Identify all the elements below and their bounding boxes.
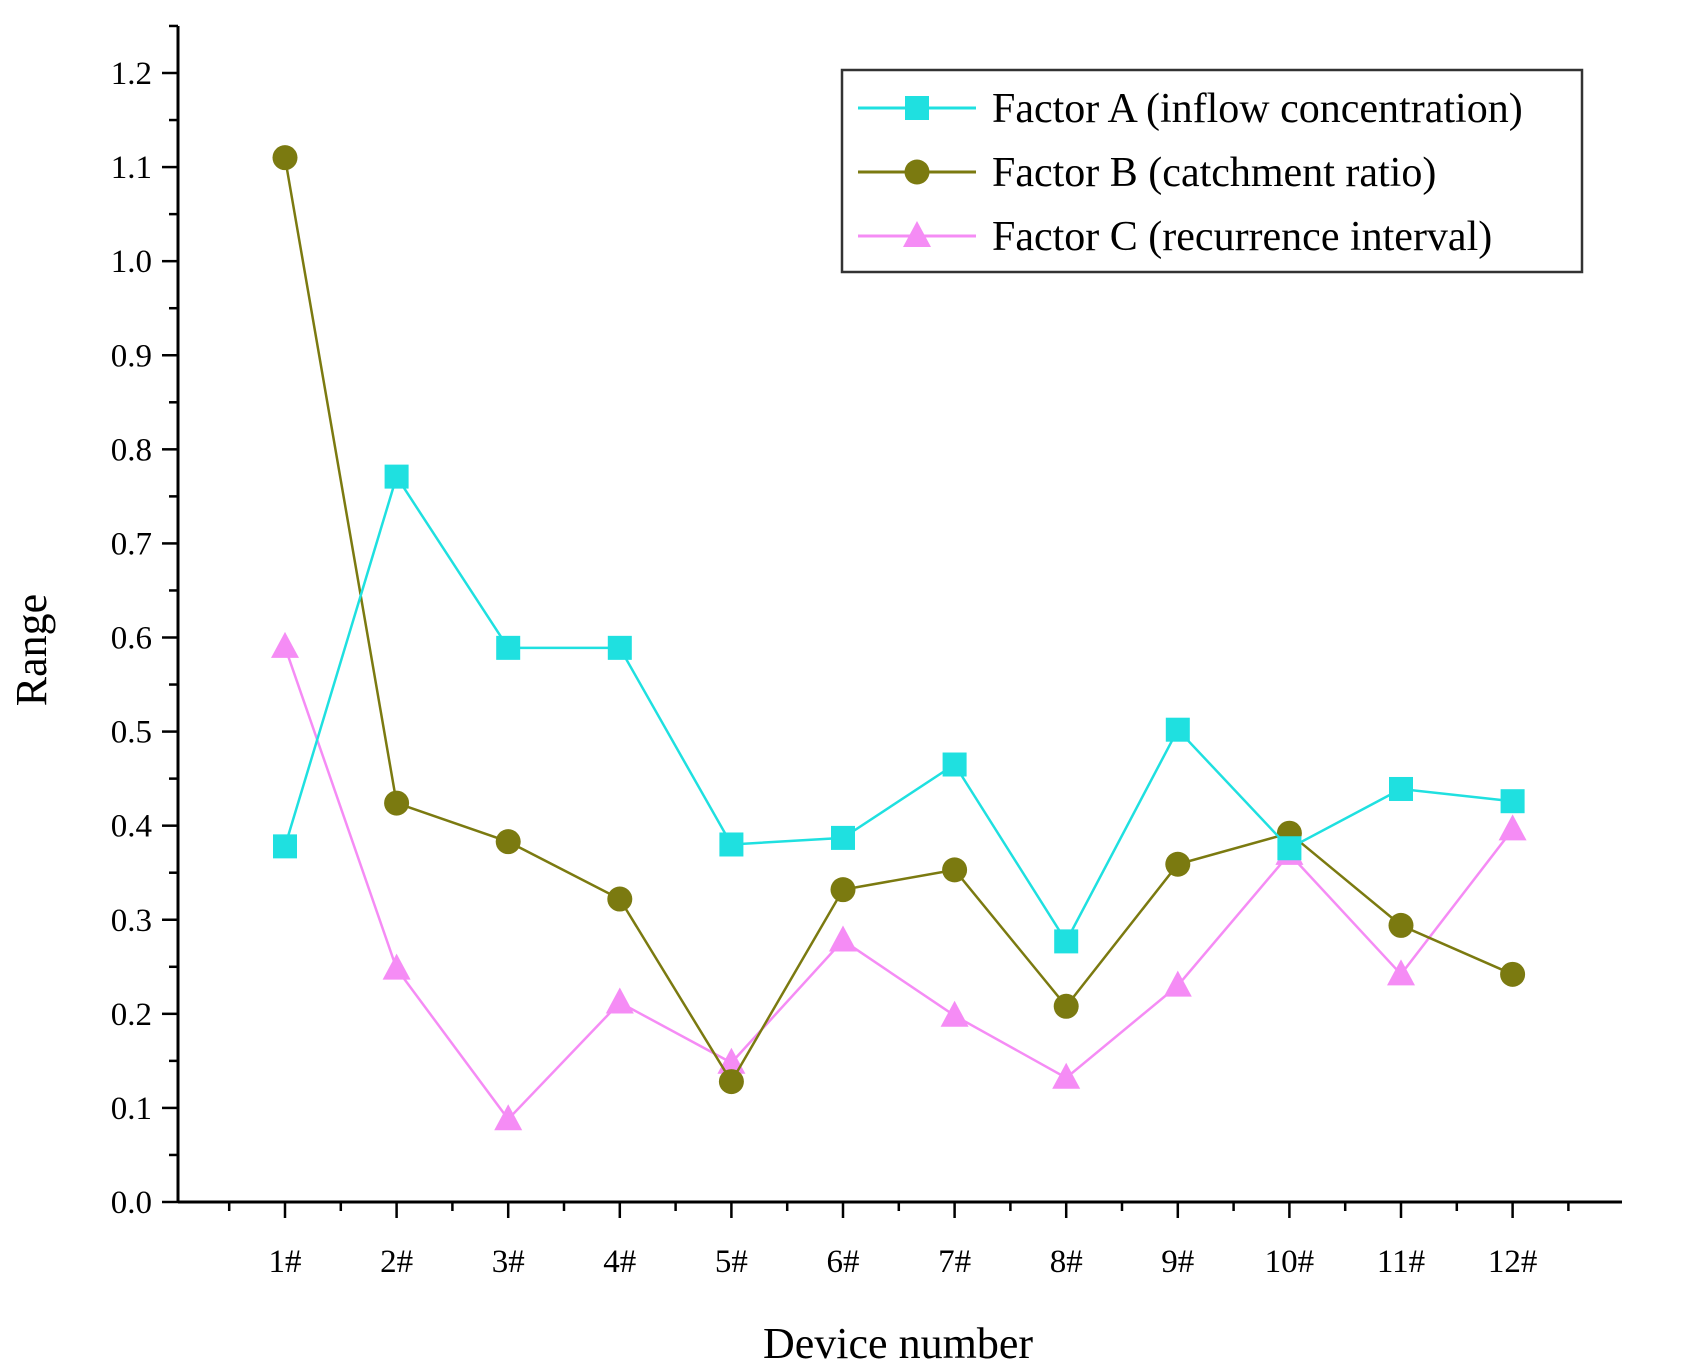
series-1-point — [942, 752, 967, 777]
series-2-point — [607, 886, 633, 912]
series-3-line — [283, 646, 1514, 1122]
series-2-point — [1053, 993, 1079, 1019]
series-3-point — [1498, 814, 1527, 841]
legend: Factor A (inflow concentration) Factor B … — [840, 68, 1584, 274]
series-1-point — [496, 635, 521, 660]
x-tick-label: 7# — [938, 1244, 971, 1280]
x-tick-label: 4# — [603, 1244, 636, 1280]
y-tick-label: 0.2 — [111, 997, 152, 1033]
legend-marker — [904, 159, 930, 185]
y-tick-label: 1.0 — [111, 244, 152, 280]
series-1-point — [719, 832, 744, 857]
series-1-point — [273, 834, 297, 859]
series-2-point — [272, 145, 298, 171]
x-tick-label: 12# — [1488, 1244, 1538, 1280]
series-2-point — [718, 1069, 744, 1095]
series-2-point — [1165, 851, 1191, 877]
series-2-point — [830, 877, 856, 903]
series-2 — [272, 145, 1526, 1095]
x-tick-label: 10# — [1265, 1244, 1315, 1280]
plot-area — [271, 145, 1527, 1131]
series-1-point — [1165, 717, 1190, 742]
y-tick-label: 0.7 — [111, 526, 152, 562]
y-tick-label: 0.4 — [111, 809, 152, 845]
series-2-line — [283, 157, 1514, 1085]
y-tick-label: 0.9 — [111, 338, 152, 374]
series-3-point — [382, 953, 411, 980]
y-axis-title: Range — [7, 594, 56, 706]
series-1-line — [283, 473, 1513, 944]
series-3-point — [1387, 959, 1415, 986]
legend-entry-label: Factor B (catchment ratio) — [992, 150, 1436, 196]
series-2-point — [495, 829, 521, 855]
x-tick-label: 11# — [1377, 1244, 1425, 1280]
series-1-point — [384, 464, 409, 489]
series-2-point — [1500, 961, 1526, 987]
x-tick-label: 9# — [1161, 1244, 1194, 1280]
series-3-point — [829, 925, 857, 952]
y-tick-label: 0.3 — [111, 903, 152, 939]
legend-marker — [903, 221, 931, 247]
y-tick-label: 0.1 — [111, 1091, 152, 1127]
series-1-point — [607, 635, 632, 660]
series-2-point — [942, 857, 968, 883]
series-2-point — [1388, 912, 1414, 938]
ticks: 0.0 0.1 0.2 0.3 0.4 0.5 0.6 0.7 0.8 0.9 1.0 1.1 1.2 1… — [111, 24, 1570, 1280]
series-2-point — [384, 790, 410, 816]
x-tick-label: 8# — [1050, 1244, 1083, 1280]
y-tick-label: 0.8 — [111, 432, 152, 468]
y-tick-label: 0.0 — [111, 1185, 152, 1221]
x-tick-label: 6# — [827, 1244, 860, 1280]
x-tick-label: 3# — [492, 1244, 525, 1280]
x-tick-label: 2# — [380, 1244, 413, 1280]
y-tick-label: 0.5 — [111, 715, 152, 751]
series-1-point — [831, 825, 855, 850]
series-3-point — [605, 987, 634, 1014]
series-3-point — [271, 631, 299, 658]
y-tick-label: 1.2 — [111, 56, 152, 92]
series-3-point — [940, 1000, 969, 1027]
series-1-point — [1277, 836, 1302, 861]
series-1 — [273, 464, 1525, 954]
x-tick-label: 5# — [715, 1244, 748, 1280]
series-3-point — [1163, 970, 1192, 997]
series-1-point — [1500, 789, 1525, 814]
x-tick-label: 1# — [269, 1244, 302, 1280]
y-tick-label: 1.1 — [111, 150, 152, 186]
x-axis-title: Device number — [763, 1319, 1033, 1368]
series-3-point — [1052, 1062, 1081, 1089]
series-3-point — [494, 1104, 523, 1131]
y-tick-label: 0.6 — [111, 621, 152, 657]
legend-entry-label: Factor A (inflow concentration) — [992, 86, 1523, 132]
legend-entry-label: Factor C (recurrence interval) — [992, 214, 1492, 260]
series-1-point — [1054, 929, 1079, 954]
legend-marker — [905, 96, 929, 120]
series-3 — [271, 631, 1527, 1131]
series-1-point — [1389, 776, 1413, 801]
